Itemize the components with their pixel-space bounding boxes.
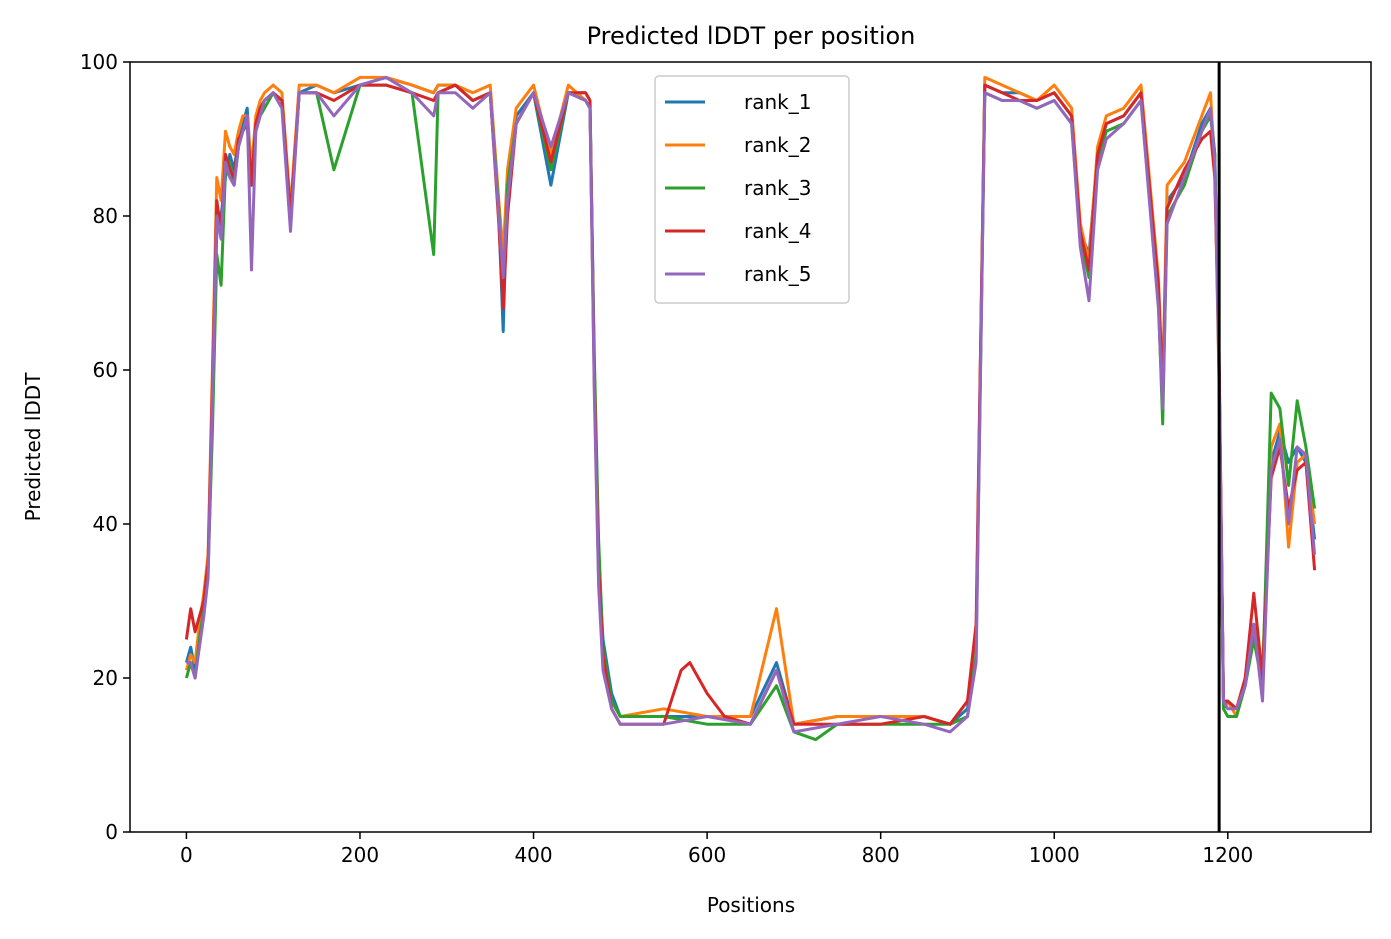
y-tick-label: 100 <box>80 50 118 74</box>
x-axis-label: Positions <box>707 893 795 917</box>
x-tick-label: 1000 <box>1029 843 1080 867</box>
y-tick-label: 40 <box>93 512 118 536</box>
series-line-rank_5 <box>186 75 1317 734</box>
legend-label-rank_2: rank_2 <box>744 133 811 157</box>
legend: rank_1 rank_2 rank_3 rank_4 rank_5 <box>654 75 850 304</box>
x-axis: 0 200 400 600 800 1000 1200 <box>180 832 1253 867</box>
x-tick-label: 0 <box>180 843 193 867</box>
y-tick-label: 80 <box>93 204 118 228</box>
legend-label-rank_5: rank_5 <box>744 262 811 286</box>
x-tick-label: 600 <box>688 843 726 867</box>
y-tick-label: 60 <box>93 358 118 382</box>
x-tick-label: 200 <box>341 843 379 867</box>
legend-label-rank_4: rank_4 <box>744 219 811 243</box>
legend-label-rank_1: rank_1 <box>744 90 811 114</box>
series-layer <box>184 75 1317 742</box>
x-tick-label: 800 <box>862 843 900 867</box>
legend-box <box>654 75 850 304</box>
legend-label-rank_3: rank_3 <box>744 176 811 200</box>
chart-title: Predicted lDDT per position <box>587 22 916 50</box>
x-tick-label: 400 <box>514 843 552 867</box>
y-tick-label: 0 <box>105 820 118 844</box>
y-axis-label: Predicted lDDT <box>21 372 45 522</box>
plot-frame <box>129 61 1372 833</box>
y-tick-label: 20 <box>93 666 118 690</box>
x-tick-label: 1200 <box>1202 843 1253 867</box>
y-axis: 0 20 40 60 80 100 <box>80 50 130 844</box>
